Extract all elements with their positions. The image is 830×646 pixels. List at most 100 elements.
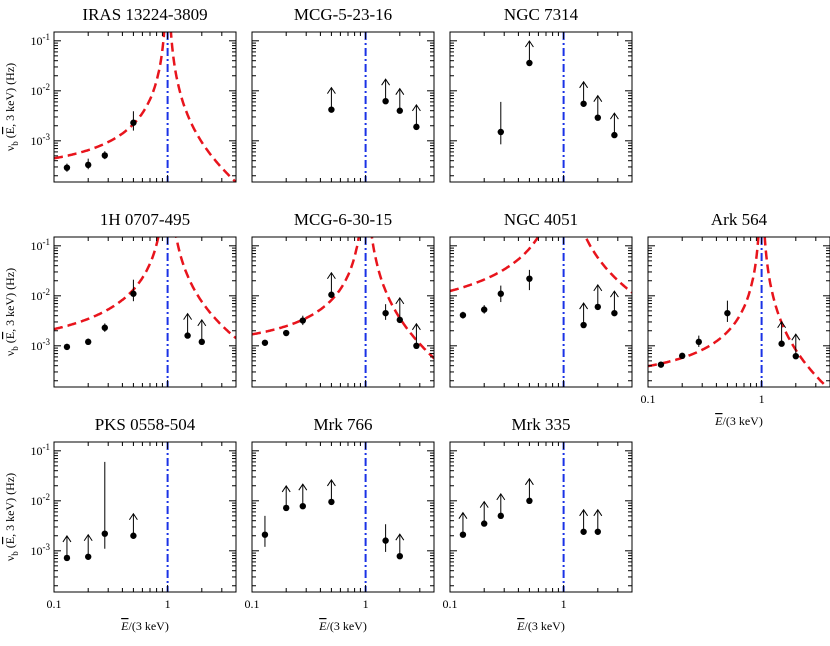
y-tick-base: 10 (31, 239, 43, 253)
model-curve-right (584, 237, 632, 294)
data-point (580, 528, 587, 535)
data-point (480, 520, 488, 527)
x-axis-label: E/(3 keV) (714, 414, 763, 428)
y-label-open: ( (3, 544, 17, 551)
x-label-E: E (318, 619, 327, 633)
data-point (299, 502, 306, 510)
data-point (594, 303, 602, 311)
panel-frame (647, 236, 830, 388)
model-curve-right (370, 237, 434, 360)
data-point (328, 291, 335, 298)
arrow-head (777, 320, 787, 329)
model-curve-right (174, 237, 236, 340)
plot-area (54, 32, 236, 182)
y-label-open: ( (3, 134, 17, 141)
data-point (594, 114, 602, 121)
plot-area (62, 442, 169, 592)
y-tick-label: 10-3 (31, 542, 51, 558)
y-label-sub: b (10, 551, 20, 556)
panel-6: Ark 564 0.1 1 E/(3 keV) (641, 210, 830, 428)
y-axis-label: νb (E, 3 keV) (Hz) (3, 268, 20, 356)
data-point (261, 531, 269, 538)
y-label-E: E (3, 332, 17, 339)
y-tick-base: 10 (31, 84, 43, 98)
data-point (396, 552, 404, 560)
x-label-rest: /(3 keV) (525, 619, 565, 633)
panel-frame (251, 441, 435, 593)
arrow-head (524, 477, 534, 486)
panel-frame (251, 31, 435, 183)
arrow-head (281, 485, 291, 493)
x-tick-label: 1 (561, 597, 567, 611)
panel-8: Mrk 766 0.1 1 E/(3 keV) (245, 415, 435, 633)
x-tick-label: 1 (363, 597, 369, 611)
model-curve-left (54, 237, 160, 331)
y-tick-exp: -2 (43, 492, 51, 502)
y-label-nu: ν (3, 145, 17, 151)
arrow-head (395, 87, 405, 95)
y-label-E: E (3, 537, 17, 544)
data-point (101, 324, 108, 331)
data-point (130, 290, 137, 297)
panel-2: NGC 7314 (449, 5, 633, 183)
data-point (594, 528, 602, 535)
model-curve-left (648, 237, 760, 368)
arrow-head (326, 86, 336, 94)
data-point (778, 340, 785, 347)
data-point (328, 498, 335, 506)
y-tick-base: 10 (31, 544, 43, 558)
panel-title: Mrk 766 (313, 415, 372, 434)
y-label-sub: b (10, 141, 20, 146)
plot-area (458, 442, 603, 592)
y-label-rest: , 3 keV) (Hz) (3, 268, 17, 332)
panel-title: IRAS 13224-3809 (82, 5, 207, 24)
plot-area (648, 237, 829, 387)
data-point (130, 119, 137, 126)
y-label-rest: , 3 keV) (Hz) (3, 473, 17, 537)
panel-frame (449, 31, 633, 183)
data-point (580, 321, 587, 329)
model-curve-right (169, 32, 236, 182)
y-tick-exp: -2 (43, 82, 51, 92)
x-tick-label: 0.1 (443, 597, 458, 611)
data-point (198, 338, 206, 346)
arrow-head (479, 500, 489, 508)
data-point (526, 497, 533, 505)
data-point (84, 553, 92, 560)
panel-frame (53, 441, 237, 593)
data-point (282, 329, 290, 337)
x-tick-label: 0.1 (47, 597, 62, 611)
x-tick-label: 0.1 (641, 392, 656, 406)
panel-9: Mrk 335 0.1 1 E/(3 keV) (443, 415, 633, 633)
data-point (382, 309, 389, 317)
data-point (611, 131, 618, 139)
y-tick-base: 10 (31, 134, 43, 148)
y-label-open: ( (3, 339, 17, 346)
y-tick-exp: -3 (43, 542, 51, 552)
panel-title: Ark 564 (711, 210, 768, 229)
data-point (459, 311, 467, 319)
y-tick-label: 10-2 (31, 287, 51, 303)
y-label-rest: , 3 keV) (Hz) (3, 63, 17, 127)
data-point (497, 512, 504, 520)
panel-title: MCG-6-30-15 (294, 210, 392, 229)
y-tick-base: 10 (31, 494, 43, 508)
arrow-head (411, 103, 421, 112)
x-label-E: E (120, 619, 129, 633)
y-tick-exp: -1 (43, 32, 51, 42)
x-label-rest: /(3 keV) (129, 619, 169, 633)
model-curve-left (252, 237, 361, 336)
data-point (396, 107, 404, 114)
arrow-head (579, 80, 589, 89)
arrow-head (579, 508, 589, 517)
arrow-head (593, 283, 603, 292)
arrow-head (395, 533, 405, 541)
panel-frame (449, 236, 633, 388)
data-point (611, 309, 618, 317)
data-point (63, 164, 71, 171)
data-point (526, 275, 533, 282)
data-point (63, 554, 71, 562)
